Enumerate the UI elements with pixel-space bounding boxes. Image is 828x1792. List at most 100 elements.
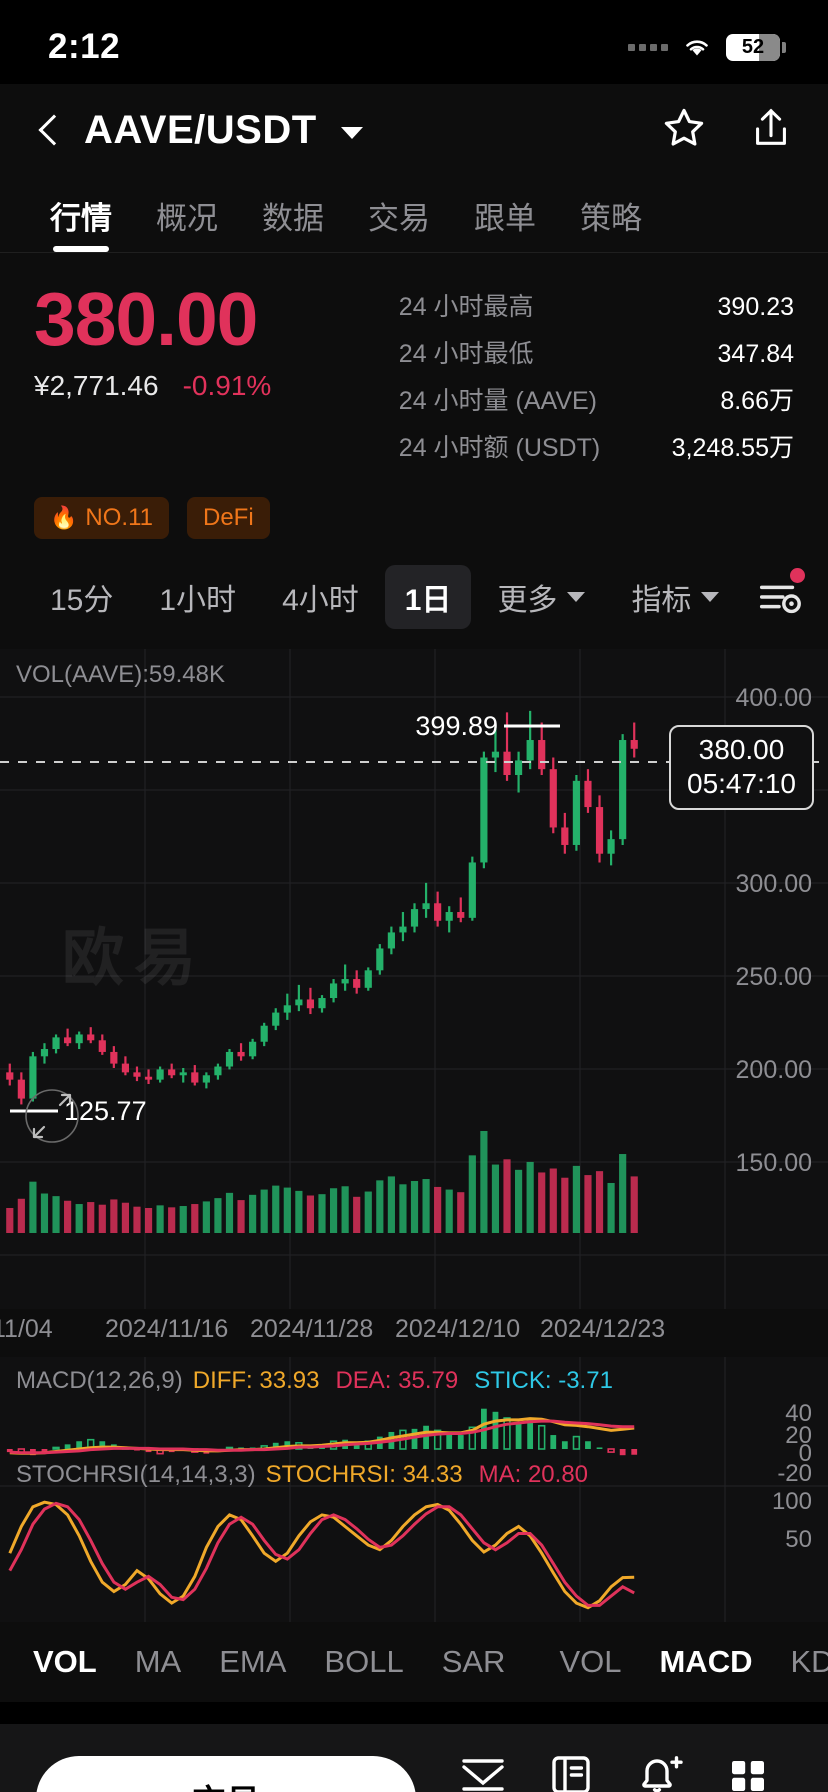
fiat-price: ¥2,771.46: [34, 369, 159, 401]
star-icon[interactable]: [660, 104, 708, 157]
indicator-tab-boll[interactable]: BOLL: [324, 1644, 404, 1679]
indicator-tab-macd[interactable]: MACD: [659, 1644, 753, 1679]
indicators-menu-label: 指标: [631, 584, 692, 617]
nav-bar: AAVE/USDT: [0, 84, 828, 176]
indicator-tab-kdj[interactable]: KDJ: [790, 1644, 828, 1679]
x-tick: 2024/12/10: [395, 1315, 521, 1343]
indicator-tab-ma[interactable]: MA: [134, 1644, 182, 1679]
stochrsi-panel[interactable]: 100 50 STOCHRSI(14,14,3,3) STOCHRSI: 34.33…: [0, 1461, 828, 1622]
last-price-tag-price: 380.00: [698, 734, 785, 765]
grid-trading-icon: [456, 1751, 510, 1792]
stat-row: 24 小时最高 390.23: [399, 287, 794, 323]
svg-text:40: 40: [785, 1400, 812, 1427]
x-tick: 2024/11/28: [250, 1315, 374, 1343]
indicator-tab-ema[interactable]: EMA: [219, 1644, 287, 1679]
indicator-tab-vol-main[interactable]: VOL: [33, 1644, 97, 1679]
tab-gaikuang[interactable]: 概况: [156, 201, 218, 236]
stat-row: 24 小时额 (USDT) 3,248.55万: [399, 428, 794, 464]
stat-value: 390.23: [717, 293, 794, 321]
bottom-nav-grid[interactable]: 网格: [456, 1751, 510, 1792]
timeframe-1d[interactable]: 1日: [384, 565, 472, 629]
bottom-nav-alert[interactable]: 预警: [633, 1751, 687, 1792]
tab-jiaoyi[interactable]: 交易: [368, 201, 430, 236]
stat-label: 24 小时额 (USDT): [398, 434, 601, 462]
svg-text:100: 100: [772, 1488, 812, 1515]
tab-celue[interactable]: 策略: [580, 201, 642, 236]
bottom-action-bar: 交易 网格: [0, 1724, 828, 1792]
stat-row: 24 小时最低 347.84: [399, 334, 794, 370]
chevron-down-icon[interactable]: [340, 127, 363, 139]
tab-hangqing[interactable]: 行情: [28, 193, 134, 252]
tabs-divider: [0, 252, 828, 253]
stat-row: 24 小时量 (AAVE) 8.66万: [399, 381, 794, 417]
stat-value: 8.66万: [720, 387, 794, 415]
alert-bell-icon: [633, 1751, 687, 1792]
svg-text:50: 50: [785, 1526, 812, 1553]
macd-name: MACD(12,26,9): [16, 1367, 183, 1394]
stochrsi-ma: MA: 20.80: [478, 1461, 589, 1488]
timeframe-4h[interactable]: 4小时: [282, 584, 359, 617]
bottom-nav-more[interactable]: 更多: [722, 1751, 774, 1792]
timeframe-1h[interactable]: 1小时: [159, 584, 237, 617]
macd-dea: DEA: 35.79: [335, 1367, 459, 1394]
rank-badge-label: NO.11: [85, 504, 153, 531]
indicator-tab-vol-sub[interactable]: VOL: [559, 1644, 622, 1679]
macd-legend: MACD(12,26,9) DIFF: 33.93 DEA: 35.79 STICK:…: [16, 1367, 613, 1395]
low-marker: 125.77: [10, 1089, 147, 1143]
indicators-menu[interactable]: 指标: [611, 565, 739, 629]
stat-label: 24 小时最高: [398, 293, 534, 321]
notification-dot: [790, 568, 806, 583]
chevron-down-icon: [567, 592, 586, 602]
timeframe-15m[interactable]: 15分: [50, 584, 114, 617]
svg-text:400.00: 400.00: [736, 684, 812, 712]
bottom-divider: [0, 1702, 828, 1724]
trade-button[interactable]: 交易: [36, 1756, 416, 1792]
indicator-tab-sar[interactable]: SAR: [441, 1644, 506, 1679]
tab-gendan[interactable]: 跟单: [474, 201, 536, 236]
svg-text:150.00: 150.00: [736, 1149, 812, 1177]
flame-icon: 🔥: [50, 505, 78, 530]
page-title: AAVE/USDT: [84, 107, 317, 152]
battery-indicator: 52: [726, 33, 786, 61]
x-axis-dates: 11/04 2024/11/16 2024/11/28 2024/12/10 2…: [0, 1309, 828, 1357]
svg-text:200.00: 200.00: [736, 1056, 812, 1084]
svg-text:250.00: 250.00: [736, 963, 812, 991]
svg-text:300.00: 300.00: [736, 870, 812, 898]
x-tick: 2024/11/16: [105, 1315, 229, 1343]
last-price-tag: 380.00 05:47:10: [669, 725, 814, 811]
stat-label: 24 小时量 (AAVE): [398, 387, 597, 415]
section-tabs: 行情 概况 数据 交易 跟单 策略: [0, 176, 828, 252]
back-chevron-icon[interactable]: [34, 115, 64, 145]
quote-block: 380.00 ¥2,771.46 -0.91% 24 小时最高 390.23 2…: [0, 253, 828, 475]
svg-text:125.77: 125.77: [64, 1096, 147, 1126]
volume-legend: VOL(AAVE):59.48K: [16, 661, 225, 688]
x-tick: 2024/12/23: [540, 1315, 666, 1343]
macd-diff: DIFF: 33.93: [192, 1367, 320, 1394]
rank-badge[interactable]: 🔥 NO.11: [34, 497, 169, 539]
last-price: 380.00: [34, 277, 258, 361]
chart-settings-icon[interactable]: [751, 568, 807, 622]
wifi-icon: [682, 36, 712, 58]
battery-level: 52: [741, 35, 765, 58]
svg-text:399.89: 399.89: [415, 711, 498, 741]
macd-stick: STICK: -3.71: [474, 1367, 613, 1394]
stochrsi-value: STOCHRSI: 34.33: [265, 1461, 463, 1488]
stochrsi-legend: STOCHRSI(14,14,3,3) STOCHRSI: 34.33 MA: 20…: [16, 1461, 588, 1489]
tab-shuju[interactable]: 数据: [262, 201, 324, 236]
timeframe-more[interactable]: 更多: [477, 565, 605, 629]
bottom-nav-contract[interactable]: 合约: [545, 1751, 597, 1792]
stat-value: 3,248.55万: [671, 434, 794, 462]
share-icon[interactable]: [748, 104, 794, 157]
x-tick: 11/04: [0, 1315, 53, 1343]
category-badge[interactable]: DeFi: [187, 497, 270, 539]
stochrsi-name: STOCHRSI(14,14,3,3): [16, 1461, 256, 1488]
change-percent: -0.91%: [182, 369, 272, 401]
svg-text:20: 20: [785, 1422, 812, 1449]
macd-panel[interactable]: 40 20 0 -20 MACD(12,26,9) DIFF: 33.93 DEA: 35…: [0, 1357, 828, 1487]
stats-list: 24 小时最高 390.23 24 小时最低 347.84 24 小时量 (AA…: [399, 281, 794, 475]
stat-value: 347.84: [717, 340, 794, 368]
